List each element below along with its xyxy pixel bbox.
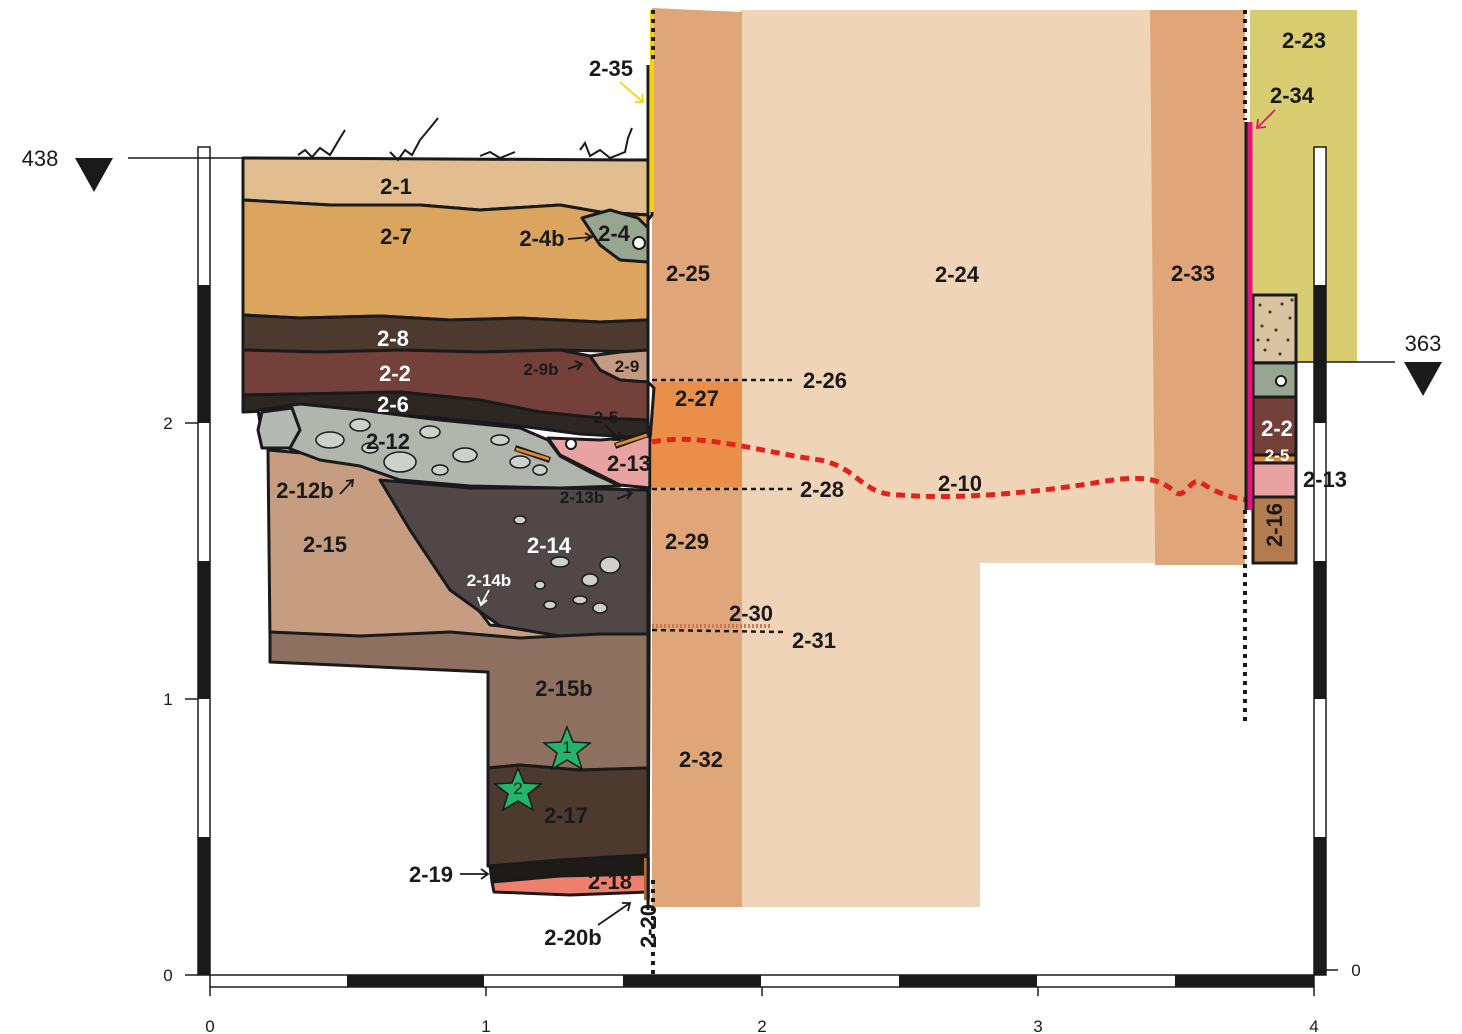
label-2-23: 2-23 xyxy=(1282,28,1326,53)
star-markers: 1 2 xyxy=(492,724,593,812)
arrows xyxy=(339,81,1276,926)
star-1-label: 1 xyxy=(562,738,571,757)
unit-2-8-fill xyxy=(241,313,650,354)
label-2-25: 2-25 xyxy=(666,261,710,286)
label-2-34: 2-34 xyxy=(1270,83,1315,108)
star-2-label: 2 xyxy=(513,779,522,798)
x-tick-2: 2 xyxy=(757,1017,766,1034)
boulder-12 xyxy=(256,406,302,450)
datum-right-value: 363 xyxy=(1405,331,1442,356)
label-2-20b: 2-20b xyxy=(544,925,601,950)
unit-2-27-fill xyxy=(652,382,742,487)
y-left-tick-2: 2 xyxy=(163,414,172,433)
sample-circle-column xyxy=(1275,375,1287,387)
profile-edge xyxy=(646,160,656,911)
label-2-2: 2-2 xyxy=(379,361,411,386)
label-2-35: 2-35 xyxy=(589,56,633,81)
label-2-1: 2-1 xyxy=(380,174,412,199)
label-2-27: 2-27 xyxy=(675,386,719,411)
y-right-tick-0: 0 xyxy=(1351,961,1360,980)
y-left-tick-1: 1 xyxy=(163,690,172,709)
label-2-13b: 2-13b xyxy=(560,488,604,507)
label-2-6: 2-6 xyxy=(377,392,409,417)
label-2-26: 2-26 xyxy=(803,368,847,393)
label-2-31: 2-31 xyxy=(792,628,836,653)
x-tick-4: 4 xyxy=(1309,1017,1318,1034)
label-2-13-column: 2-13 xyxy=(1303,467,1347,492)
gravel-dots xyxy=(1256,298,1294,356)
column-2-4 xyxy=(1251,361,1298,399)
label-2-12: 2-12 xyxy=(366,429,410,454)
label-2-28: 2-28 xyxy=(800,477,844,502)
label-2-17: 2-17 xyxy=(544,803,588,828)
label-2-32: 2-32 xyxy=(679,747,723,772)
label-2-10: 2-10 xyxy=(938,471,982,496)
unit-2-10-line xyxy=(651,436,1249,503)
label-2-20: 2-20 xyxy=(636,904,661,948)
label-2-4b: 2-4b xyxy=(519,226,564,251)
datum-triangle-icon xyxy=(75,158,113,192)
grass-tufts xyxy=(297,117,633,162)
label-2-9: 2-9 xyxy=(615,357,640,376)
column-2-16 xyxy=(1251,495,1298,565)
label-2-15: 2-15 xyxy=(303,532,347,557)
datum-triangle-icon xyxy=(1404,362,1442,396)
label-2-29: 2-29 xyxy=(665,529,709,554)
unit-2-12-fill xyxy=(256,402,622,490)
star-icon xyxy=(541,724,593,771)
gravel-clasts xyxy=(315,418,621,614)
x-tick-0: 0 xyxy=(205,1017,214,1034)
leader-lines xyxy=(651,378,795,634)
label-2-33: 2-33 xyxy=(1171,261,1215,286)
unit-2-33-fill xyxy=(1150,10,1245,565)
unit-2-12-lens-fill xyxy=(515,447,550,461)
label-2-15b: 2-15b xyxy=(535,676,592,701)
star-icon xyxy=(492,765,544,812)
label-2-18: 2-18 xyxy=(588,869,632,894)
label-2-12b: 2-12b xyxy=(276,478,333,503)
scale-frame: 0 1 2 3 4 0 1 2 0 xyxy=(163,146,1361,1034)
label-2-30: 2-30 xyxy=(729,601,773,626)
label-2-4: 2-4 xyxy=(598,221,631,246)
unit-2-15b-fill xyxy=(268,630,650,772)
label-2-24: 2-24 xyxy=(935,262,980,287)
datum-left-value: 438 xyxy=(22,146,59,171)
unit-2-5-lens-fill xyxy=(615,433,648,447)
label-2-16: 2-16 xyxy=(1262,503,1287,547)
x-tick-3: 3 xyxy=(1033,1017,1042,1034)
label-2-19: 2-19 xyxy=(409,862,453,887)
label-2-5: 2-5 xyxy=(594,408,619,427)
label-2-5-column: 2-5 xyxy=(1265,446,1290,465)
unit-labels: 2-1 2-7 2-4b 2-4 2-8 2-2 2-9b 2-9 2-6 2-… xyxy=(276,28,1347,950)
unit-2-23-fill xyxy=(1250,10,1357,362)
x-tick-1: 1 xyxy=(481,1017,490,1034)
sample-circle-2-4 xyxy=(632,236,646,250)
label-2-9b: 2-9b xyxy=(524,360,559,379)
wall-elevation xyxy=(651,8,1357,907)
datum-left: 438 xyxy=(22,146,245,192)
label-2-14: 2-14 xyxy=(527,533,572,558)
label-2-2-column: 2-2 xyxy=(1261,416,1293,441)
label-2-14b: 2-14b xyxy=(467,571,511,590)
label-2-7: 2-7 xyxy=(380,224,412,249)
label-2-8: 2-8 xyxy=(377,326,409,351)
label-2-13: 2-13 xyxy=(607,451,651,476)
datum-right: 363 xyxy=(1252,331,1442,396)
sample-circle-2-13 xyxy=(565,438,577,450)
y-left-tick-0: 0 xyxy=(163,966,172,985)
unit-2-24-fill xyxy=(740,10,1155,907)
